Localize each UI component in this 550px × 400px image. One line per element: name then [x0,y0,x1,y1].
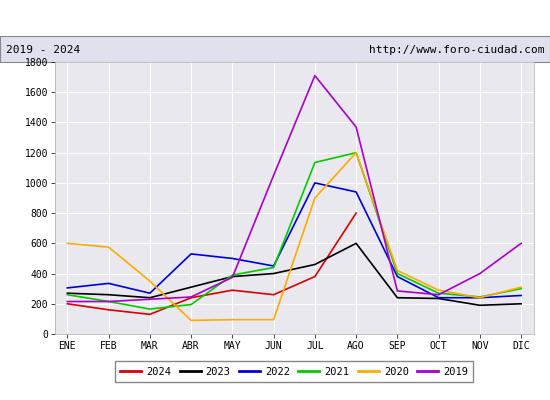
Text: Evolucion Nº Turistas Nacionales en el municipio de San Cristóbal de la Polanter: Evolucion Nº Turistas Nacionales en el m… [35,12,515,24]
Text: http://www.foro-ciudad.com: http://www.foro-ciudad.com [369,45,544,55]
Legend: 2024, 2023, 2022, 2021, 2020, 2019: 2024, 2023, 2022, 2021, 2020, 2019 [115,362,474,382]
Text: 2019 - 2024: 2019 - 2024 [6,45,80,55]
